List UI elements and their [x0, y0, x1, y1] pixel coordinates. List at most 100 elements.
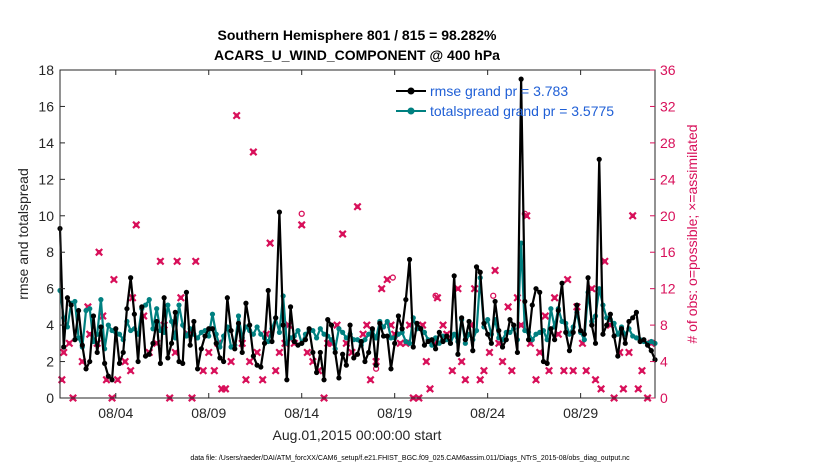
totalspread-point — [451, 331, 457, 337]
obs-assimilated-marker — [476, 375, 485, 384]
rmse-point — [429, 337, 435, 343]
x-tick-label: 08/09 — [191, 405, 226, 421]
obs-assimilated-marker — [545, 366, 553, 375]
rmse-point — [217, 355, 223, 361]
obs-possible-marker — [389, 274, 396, 281]
obs-possible-marker — [298, 210, 305, 217]
obs-assimilated-marker — [121, 357, 130, 366]
rmse-point — [399, 326, 405, 332]
rmse-point — [154, 318, 160, 325]
rmse-point — [600, 331, 606, 337]
totalspread-point — [366, 331, 372, 337]
totalspread-point — [154, 306, 160, 312]
obs-assimilated-marker — [232, 111, 241, 120]
rmse-point — [514, 349, 521, 356]
x-tick-label: 08/04 — [98, 405, 133, 421]
obs-assimilated-marker — [582, 366, 591, 375]
totalspread-point — [317, 326, 323, 332]
obs-assimilated-marker — [275, 348, 284, 357]
obs-assimilated-marker — [266, 239, 275, 248]
obs-assimilated-marker — [65, 339, 74, 348]
y-right-tick-label: 28 — [660, 135, 676, 151]
rmse-point — [485, 331, 491, 337]
rmse-point — [447, 340, 454, 346]
rmse-point — [373, 362, 379, 368]
obs-assimilated-marker — [624, 348, 633, 357]
obs-assimilated-marker — [249, 148, 258, 156]
totalspread-point — [165, 302, 171, 308]
rmse-point — [451, 273, 457, 279]
rmse-point — [529, 302, 535, 308]
y-right-tick-label: 12 — [660, 281, 676, 297]
x-tick-label: 08/29 — [563, 405, 598, 421]
y-tick-label: 6 — [46, 281, 54, 297]
rmse-point — [481, 320, 487, 326]
rmse-point — [369, 326, 375, 332]
obs-assimilated-marker — [457, 357, 466, 366]
rmse-point — [511, 322, 517, 328]
obs-assimilated-marker — [600, 257, 609, 266]
rmse-point — [313, 369, 320, 376]
y-tick-label: 2 — [46, 354, 54, 370]
rmse-point — [615, 353, 621, 359]
y-right-tick-label: 16 — [660, 244, 676, 260]
rmse-point — [440, 338, 446, 345]
rmse-point — [172, 309, 178, 315]
rmse-point — [161, 295, 167, 301]
rmse-point — [90, 313, 97, 319]
obs-assimilated-marker — [204, 348, 213, 357]
rmse-point — [191, 318, 197, 325]
rmse-point — [206, 326, 212, 332]
rmse-point — [537, 289, 543, 295]
rmse-point — [79, 342, 85, 348]
obs-assimilated-marker — [507, 366, 516, 375]
rmse-point — [589, 322, 595, 328]
legend: rmse grand pr = 3.783 totalspread grand … — [396, 83, 614, 119]
rmse-point — [61, 344, 67, 350]
totalspread-point — [473, 327, 480, 334]
rmse-point — [83, 366, 89, 372]
obs-assimilated-marker — [353, 202, 362, 211]
rmse-point — [340, 351, 346, 357]
chart-title-line-1: Southern Hemisphere 801 / 815 = 98.282% — [218, 27, 498, 43]
rmse-point — [477, 269, 483, 275]
x-axis: 08/04 08/09 08/14 08/19 08/24 08/29 — [98, 70, 598, 421]
rmse-point — [388, 366, 394, 372]
rmse-point — [98, 324, 104, 330]
rmse-point — [347, 322, 353, 328]
legend-rmse-marker — [407, 87, 415, 95]
rmse-point — [507, 317, 513, 323]
rmse-point — [224, 295, 230, 301]
obs-possible-marker — [432, 292, 439, 299]
totalspread-point — [340, 329, 346, 335]
rmse-point — [239, 349, 245, 356]
rmse-point — [287, 304, 294, 310]
obs-assimilated-marker — [504, 302, 513, 311]
rmse-point — [473, 264, 480, 270]
totalspread-point — [406, 340, 413, 346]
rmse-point — [64, 295, 71, 301]
rmse-point — [618, 326, 625, 332]
rmse-point — [269, 338, 275, 345]
obs-assimilated-marker — [383, 275, 392, 284]
totalspread-point — [421, 329, 428, 335]
obs-assimilated-marker — [258, 375, 267, 384]
obs-assimilated-marker — [638, 366, 646, 375]
x-tick-label: 08/24 — [470, 405, 505, 421]
obs-assimilated-marker — [491, 266, 500, 275]
rmse-point — [644, 342, 651, 348]
rmse-point — [633, 309, 640, 315]
totalspread-point — [276, 329, 283, 335]
rmse-point — [626, 318, 632, 325]
totalspread-point — [596, 286, 602, 292]
rmse-point — [198, 346, 204, 352]
y-tick-label: 4 — [46, 317, 54, 333]
rmse-point — [273, 315, 279, 321]
totalspread-point — [72, 298, 78, 305]
rmse-point — [202, 333, 208, 339]
rmse-point — [321, 377, 327, 383]
obs-assimilated-marker — [221, 384, 230, 393]
rmse-point — [406, 256, 413, 263]
rmse-point — [209, 326, 216, 332]
